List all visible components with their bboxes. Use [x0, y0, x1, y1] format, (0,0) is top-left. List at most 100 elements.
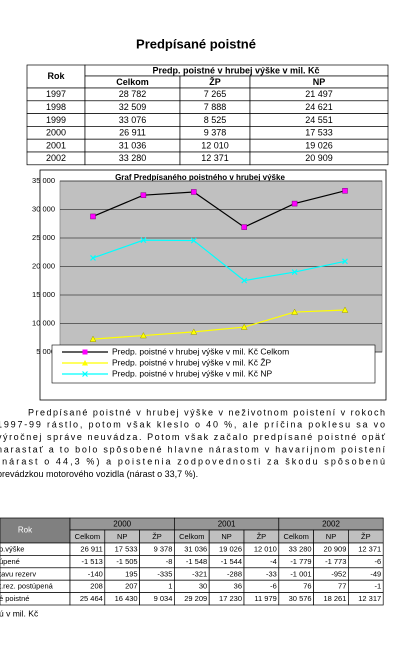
table-cell-text: 207	[125, 582, 138, 591]
table-cell-text: -288	[227, 569, 242, 578]
y-tick-label: 15 000	[32, 290, 55, 299]
paragraph-line: Predpísané poistné v hrubej výške v neži…	[28, 407, 385, 417]
table-cell-text: 24 621	[305, 102, 333, 112]
point	[191, 189, 197, 195]
table-cell-text: 26 911	[119, 128, 146, 138]
y-tick-label: 5 000	[36, 347, 55, 356]
column-header: ŽP	[152, 532, 162, 541]
table-cell-text: 17 533	[305, 128, 333, 138]
table-cell-text: 17 230	[219, 594, 242, 603]
table-cell-text: 26 911	[80, 544, 102, 553]
legend-marker	[82, 360, 88, 366]
table-cell-text: 7 265	[204, 89, 227, 99]
row-label: é poistné	[0, 594, 29, 603]
point	[241, 277, 248, 284]
point	[139, 332, 147, 339]
paragraph-line: 1997-99 rástlo, potom však kleslo o 40 %…	[0, 420, 385, 430]
table-cell-text: -33	[266, 569, 277, 578]
table-cell-text: 1999	[46, 115, 66, 125]
table-cell-text: 16 430	[115, 594, 138, 603]
table-cell-text: 18 261	[323, 594, 346, 603]
y-tick-label: 10 000	[32, 318, 55, 327]
series-line	[92, 190, 346, 228]
table-cell-text: 1	[168, 582, 172, 591]
legend-label: Predp. poistné v hrubej výške v mil. Kč …	[112, 346, 289, 356]
table-cell-text: -335	[157, 569, 172, 578]
point	[190, 328, 198, 335]
table-cell-text: 1998	[46, 102, 66, 112]
table-cell-text: -49	[370, 569, 381, 578]
point	[240, 323, 248, 330]
table-cell-text: 12 010	[201, 140, 229, 150]
row-header: Rok	[47, 71, 65, 81]
table-cell-text: -6	[375, 557, 382, 566]
y-tick-label: 25 000	[32, 233, 55, 242]
table-cell	[249, 151, 389, 166]
table-cell-text: 12 371	[201, 153, 229, 163]
column-header: Celkom	[283, 532, 308, 541]
point	[90, 213, 96, 220]
point	[140, 192, 147, 198]
table-cell-text: 31 036	[184, 544, 207, 553]
table-cell-text: 208	[90, 582, 103, 591]
table-cell-text: 32 509	[119, 102, 147, 112]
table-cell-text: 30	[199, 582, 207, 591]
row-label: b.výške	[0, 544, 24, 553]
legend-label: Predp. poistné v hrubej výške v mil. Kč …	[112, 357, 272, 367]
column-header: ŽP	[257, 532, 267, 541]
legend	[51, 344, 376, 384]
chart: Graf Predpísaného poistného v hrubej výš…	[32, 169, 387, 401]
table-cell-text: 2001	[46, 140, 66, 150]
point	[241, 224, 247, 230]
table-cell-text: 31 036	[119, 140, 147, 150]
table-cell-text: 11 979	[254, 594, 276, 603]
table-cell-text: -1 513	[82, 557, 103, 566]
column-header: ŽP	[209, 76, 221, 87]
paragraph-line: výročnej správe neuvádza. Potom však zač…	[0, 432, 386, 442]
legend-marker	[82, 349, 88, 355]
table-cell-text: -6	[270, 582, 277, 591]
paragraph-line: (nárast o 44,3 %) a poistenia zodpovedno…	[0, 457, 385, 467]
page-title: Predpísané poistné	[136, 36, 256, 51]
table-cell-text: -1 505	[116, 557, 137, 566]
point	[291, 308, 299, 315]
table-cell-text: -1 001	[290, 569, 311, 578]
legend-marker	[82, 371, 88, 377]
paragraph-line: prevádzkou motorového vozidla (nárast o …	[0, 469, 198, 479]
table-cell-text: 33 280	[119, 153, 147, 163]
table-cell	[0, 517, 71, 544]
table-cell-text: 21 497	[305, 89, 333, 99]
table-cell-text: 17 533	[115, 544, 138, 553]
year-header: 2001	[218, 520, 236, 529]
table-cell-text: 36	[234, 582, 242, 591]
table-cell-text: -321	[192, 569, 207, 578]
table-cell-text: 9 034	[154, 594, 173, 603]
table-cell-text: -8	[166, 557, 173, 566]
y-tick-label: 20 000	[32, 261, 55, 270]
column-header: Celkom	[116, 77, 149, 87]
table-cell-text: 20 909	[323, 544, 346, 553]
table-cell-text: 33 076	[119, 115, 147, 125]
column-header: Celkom	[179, 532, 204, 541]
table-cell-text: -1	[375, 582, 382, 591]
table-cell-text: 12 317	[358, 594, 381, 603]
table-cell-text: 9 378	[154, 544, 173, 553]
point	[140, 237, 147, 244]
table-cell-text: -1 544	[221, 557, 242, 566]
table-cell	[348, 592, 384, 606]
table-cell-text: 19 026	[305, 140, 333, 150]
point	[90, 255, 96, 261]
table-cell-text: -1 548	[186, 557, 207, 566]
point	[291, 269, 298, 275]
y-tick-label: 30 000	[32, 204, 55, 213]
point	[190, 237, 197, 244]
table-cell-text: 20 909	[305, 153, 333, 163]
table-cell-text: 195	[125, 569, 138, 578]
table-cell-text: 25 464	[80, 594, 103, 603]
chart-title: Graf Predpísaného poistného v hrubej výš…	[115, 173, 285, 182]
column-header: NP	[313, 77, 326, 87]
table-cell-text: 30 576	[289, 594, 312, 603]
table-cell-text: 28 782	[119, 89, 147, 99]
point	[89, 335, 97, 342]
point	[291, 200, 298, 207]
